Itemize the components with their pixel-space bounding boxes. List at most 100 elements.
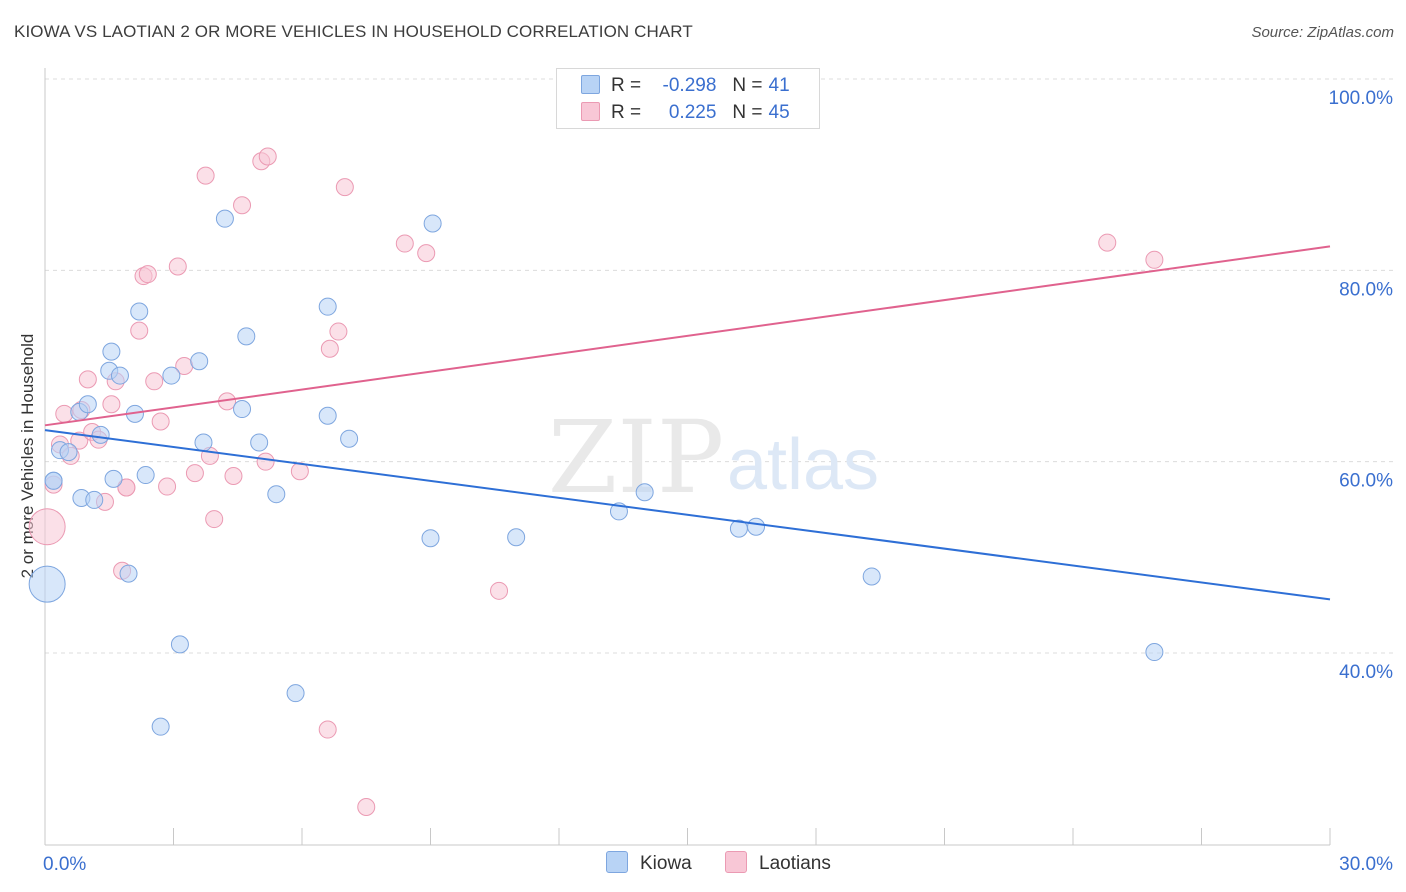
kiowa-trend-line — [44, 429, 1331, 601]
kiowa-point — [237, 327, 256, 346]
laotians-trend-line — [44, 245, 1331, 427]
x-tick-label-max: 30.0% — [1339, 854, 1393, 875]
laotians-n-label: N = — [732, 102, 763, 123]
laotians-point — [168, 257, 187, 276]
watermark: ZIP atlas — [548, 399, 879, 516]
legend-item-laotians[interactable]: Laotians — [725, 851, 831, 875]
legend-row-laotians: R = 0.225 N = 45 — [581, 102, 790, 128]
laotians-r-value: 0.225 — [668, 102, 717, 123]
y-tick-label: 100.0% — [1329, 88, 1394, 109]
chart-title: KIOWA VS LAOTIAN 2 OR MORE VEHICLES IN H… — [14, 22, 693, 41]
watermark-atlas: atlas — [727, 425, 879, 505]
kiowa-point — [318, 297, 337, 316]
kiowa-point — [102, 342, 121, 361]
kiowa-point — [194, 433, 213, 452]
laotians-point — [78, 370, 97, 389]
trend-lines — [44, 245, 1331, 601]
tick-labels: 40.0% 60.0% 80.0% 100.0% 0.0% 30.0% — [43, 88, 1393, 875]
laotians-legend-swatch — [725, 851, 747, 873]
laotians-point — [357, 798, 376, 817]
kiowa-point — [747, 517, 766, 536]
kiowa-point — [119, 564, 138, 583]
x-tick-label-min: 0.0% — [43, 854, 86, 875]
kiowa-point — [215, 209, 234, 228]
laotians-point — [320, 339, 339, 358]
laotians-point — [224, 467, 243, 486]
laotians-point — [1145, 250, 1164, 269]
kiowa-legend-label: Kiowa — [640, 853, 692, 874]
kiowa-point — [85, 490, 104, 509]
kiowa-legend-swatch — [606, 851, 628, 873]
kiowa-point — [340, 429, 359, 448]
laotians-point — [205, 510, 224, 529]
kiowa-point — [1145, 643, 1164, 662]
laotians-point — [329, 322, 348, 341]
laotians-point — [185, 464, 204, 483]
kiowa-point — [507, 528, 526, 547]
y-tick-label: 60.0% — [1339, 471, 1393, 492]
kiowa-point — [44, 471, 63, 490]
gridlines — [45, 78, 1395, 654]
kiowa-point — [635, 483, 654, 502]
kiowa-point — [136, 466, 155, 485]
kiowa-points — [28, 209, 1164, 736]
laotians-point — [1098, 233, 1117, 252]
correlation-legend: R = -0.298 N = 41 R = 0.225 N = 45 — [556, 68, 820, 129]
kiowa-point — [421, 529, 440, 548]
legend-item-kiowa[interactable]: Kiowa — [606, 851, 692, 875]
laotians-point — [145, 372, 164, 391]
laotians-point — [138, 265, 157, 284]
watermark-zip: ZIP — [548, 399, 724, 516]
kiowa-point — [862, 567, 881, 586]
kiowa-point — [318, 406, 337, 425]
laotians-n-value: 45 — [768, 102, 790, 123]
laotians-point — [55, 404, 74, 423]
laotians-points — [28, 147, 1164, 817]
kiowa-point — [190, 352, 209, 371]
kiowa-point — [104, 469, 123, 488]
kiowa-point — [151, 717, 170, 736]
kiowa-point — [233, 400, 252, 419]
laotians-point — [158, 477, 177, 496]
laotians-point — [233, 196, 252, 215]
source-label: Source: ZipAtlas.com — [1251, 24, 1394, 41]
legend-row-kiowa: R = -0.298 N = 41 — [581, 75, 790, 101]
kiowa-point — [91, 425, 110, 444]
kiowa-point — [110, 366, 129, 385]
kiowa-point — [286, 684, 305, 703]
laotians-point — [102, 395, 121, 414]
kiowa-swatch — [581, 75, 600, 94]
kiowa-point — [28, 565, 66, 603]
kiowa-point — [162, 366, 181, 385]
kiowa-point — [250, 433, 269, 452]
kiowa-point — [59, 443, 78, 462]
laotians-point — [130, 321, 149, 340]
laotians-point — [196, 166, 215, 185]
laotians-point — [490, 581, 509, 600]
kiowa-point — [423, 214, 442, 233]
y-tick-label: 40.0% — [1339, 662, 1393, 683]
laotians-point — [417, 244, 436, 263]
kiowa-point — [130, 302, 149, 321]
laotians-point — [395, 234, 414, 253]
axes — [44, 68, 1331, 846]
kiowa-r-value: -0.298 — [662, 75, 717, 96]
kiowa-r-label: R = — [611, 75, 642, 96]
kiowa-point — [78, 395, 97, 414]
laotians-point — [258, 147, 277, 166]
laotians-point — [318, 720, 337, 739]
kiowa-n-label: N = — [732, 75, 763, 96]
laotians-point — [70, 431, 89, 450]
laotians-swatch — [581, 102, 600, 121]
laotians-point — [151, 412, 170, 431]
laotians-point — [117, 478, 136, 497]
laotians-legend-label: Laotians — [759, 853, 831, 874]
laotians-point — [335, 178, 354, 197]
kiowa-n-value: 41 — [768, 75, 790, 96]
laotians-r-label: R = — [611, 102, 642, 123]
y-tick-label: 80.0% — [1339, 279, 1393, 300]
kiowa-point — [267, 485, 286, 504]
laotians-point — [28, 508, 66, 546]
laotians-point — [256, 452, 275, 471]
